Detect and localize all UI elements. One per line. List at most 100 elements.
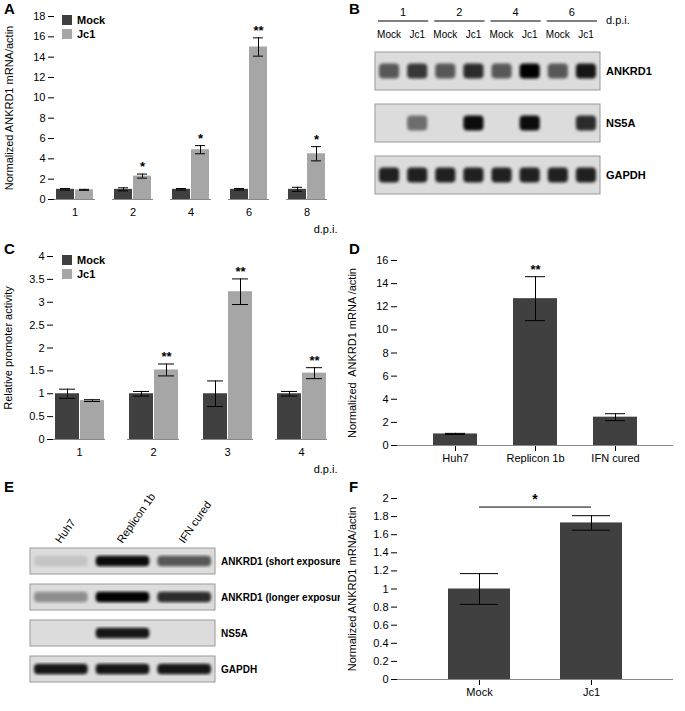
svg-text:1: 1	[38, 387, 44, 399]
svg-text:0: 0	[38, 433, 44, 445]
svg-text:4: 4	[382, 393, 388, 405]
svg-text:Jc1: Jc1	[583, 686, 600, 698]
svg-text:ANKRD1: ANKRD1	[606, 65, 652, 77]
svg-text:2: 2	[382, 416, 388, 428]
svg-text:Mock: Mock	[433, 29, 458, 40]
svg-text:6: 6	[39, 132, 45, 144]
svg-text:GAPDH: GAPDH	[606, 169, 646, 181]
svg-text:Mock: Mock	[490, 29, 515, 40]
svg-text:Mock: Mock	[377, 29, 402, 40]
svg-text:Normalized ANKRD1 mRNA /actin: Normalized ANKRD1 mRNA /actin	[346, 268, 358, 438]
svg-text:16: 16	[376, 254, 388, 266]
svg-text:4: 4	[188, 206, 194, 218]
svg-text:1: 1	[72, 206, 78, 218]
svg-text:3.5: 3.5	[29, 273, 44, 285]
svg-text:0: 0	[382, 439, 388, 451]
svg-text:2: 2	[382, 492, 388, 504]
svg-text:10: 10	[33, 91, 45, 103]
svg-text:d.p.i.: d.p.i.	[606, 14, 630, 26]
svg-text:2: 2	[130, 206, 136, 218]
svg-text:Mock: Mock	[466, 686, 493, 698]
svg-text:0.5: 0.5	[29, 410, 44, 422]
svg-text:Huh7: Huh7	[442, 452, 468, 464]
svg-text:d.p.i.: d.p.i.	[314, 223, 338, 235]
svg-text:1.8: 1.8	[373, 510, 388, 522]
svg-text:*: *	[198, 131, 204, 146]
svg-text:1: 1	[382, 583, 388, 595]
svg-text:10: 10	[376, 323, 388, 335]
svg-text:Jc1: Jc1	[409, 29, 425, 40]
svg-text:1.6: 1.6	[373, 528, 388, 540]
svg-text:0.2: 0.2	[373, 655, 388, 667]
svg-text:1.2: 1.2	[373, 564, 388, 576]
svg-text:2: 2	[39, 173, 45, 185]
html-text:D: D	[349, 240, 360, 257]
svg-text:4: 4	[298, 446, 304, 458]
svg-text:Normalized ANKRD1 mRNA/actin: Normalized ANKRD1 mRNA/actin	[3, 26, 15, 190]
svg-text:1: 1	[400, 6, 406, 18]
svg-text:4: 4	[39, 152, 45, 164]
svg-text:4: 4	[513, 6, 519, 18]
html-text:Jc1: Jc1	[77, 268, 96, 280]
svg-text:1.5: 1.5	[29, 364, 44, 376]
svg-text:Jc1: Jc1	[466, 29, 482, 40]
svg-text:ANKRD1 (short exposure): ANKRD1 (short exposure)	[221, 556, 340, 567]
svg-text:6: 6	[569, 6, 575, 18]
svg-text:16: 16	[33, 30, 45, 42]
html-text:E: E	[4, 478, 14, 495]
svg-text:0.8: 0.8	[373, 601, 388, 613]
svg-text:Normalized ANKRD1 mRNA/actin: Normalized ANKRD1 mRNA/actin	[346, 507, 358, 671]
svg-text:0.4: 0.4	[373, 637, 388, 649]
svg-text:2: 2	[38, 342, 44, 354]
svg-text:8: 8	[304, 206, 310, 218]
svg-text:**: **	[309, 353, 320, 368]
svg-text:Jc1: Jc1	[522, 29, 538, 40]
svg-text:*: *	[140, 159, 146, 174]
html-text:Mock: Mock	[77, 254, 106, 266]
svg-text:*: *	[314, 132, 320, 147]
svg-text:**: **	[161, 349, 172, 364]
svg-text:0.6: 0.6	[373, 619, 388, 631]
svg-text:Mock: Mock	[546, 29, 571, 40]
svg-text:NS5A: NS5A	[606, 117, 635, 129]
html-text:B: B	[349, 0, 360, 17]
svg-text:18: 18	[33, 10, 45, 22]
svg-text:Relative promoter activity: Relative promoter activity	[2, 286, 14, 410]
svg-text:2: 2	[150, 446, 156, 458]
svg-text:1.4: 1.4	[373, 546, 388, 558]
svg-text:**: **	[235, 264, 246, 279]
svg-text:2: 2	[456, 6, 462, 18]
svg-text:ANKRD1 (longer exposure): ANKRD1 (longer exposure)	[221, 592, 340, 603]
svg-text:14: 14	[33, 51, 45, 63]
svg-text:d.p.i.: d.p.i.	[314, 463, 338, 475]
svg-text:6: 6	[246, 206, 252, 218]
svg-text:3: 3	[38, 296, 44, 308]
svg-text:0: 0	[382, 673, 388, 685]
svg-text:Replicon 1b: Replicon 1b	[506, 452, 564, 464]
svg-text:12: 12	[33, 71, 45, 83]
svg-text:IFN cured: IFN cured	[591, 452, 639, 464]
svg-text:**: **	[253, 23, 264, 38]
svg-text:0: 0	[39, 193, 45, 205]
svg-text:14: 14	[376, 277, 388, 289]
html-text:A: A	[4, 0, 15, 17]
svg-text:IFN cured: IFN cured	[176, 499, 214, 545]
svg-text:2.5: 2.5	[29, 319, 44, 331]
svg-text:GAPDH: GAPDH	[221, 664, 257, 675]
svg-text:1: 1	[76, 446, 82, 458]
svg-text:8: 8	[382, 347, 388, 359]
svg-text:**: **	[530, 262, 541, 277]
svg-text:8: 8	[39, 112, 45, 124]
html-text:Jc1: Jc1	[77, 28, 96, 40]
svg-text:*: *	[532, 491, 538, 507]
svg-text:Huh7: Huh7	[53, 517, 78, 545]
html-text:C: C	[4, 240, 15, 257]
svg-text:Replicon 1b: Replicon 1b	[114, 491, 157, 545]
svg-text:Jc1: Jc1	[578, 29, 594, 40]
svg-text:3: 3	[224, 446, 230, 458]
svg-text:NS5A: NS5A	[221, 628, 248, 639]
svg-text:6: 6	[382, 370, 388, 382]
svg-text:4: 4	[38, 250, 44, 262]
svg-text:12: 12	[376, 300, 388, 312]
html-text:Mock: Mock	[77, 14, 106, 26]
